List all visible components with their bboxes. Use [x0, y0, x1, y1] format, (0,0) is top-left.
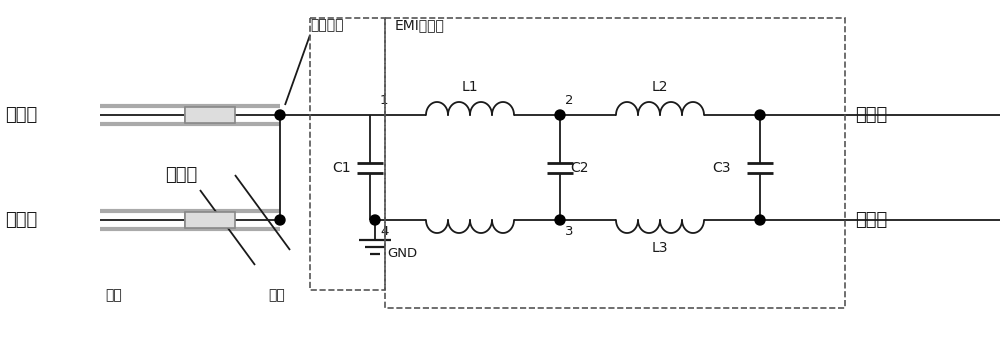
Bar	[385, 18, 845, 308]
Text: 1: 1	[380, 94, 388, 107]
Bar	[185, 107, 235, 123]
Circle shape	[275, 110, 285, 120]
Circle shape	[555, 215, 565, 225]
Text: 输出正: 输出正	[855, 106, 887, 124]
Text: 输入正: 输入正	[5, 106, 37, 124]
Text: L2: L2	[652, 80, 668, 94]
Text: GND: GND	[387, 247, 417, 260]
Text: 4: 4	[380, 225, 388, 238]
Text: 2: 2	[565, 94, 574, 107]
Circle shape	[755, 110, 765, 120]
Text: 金属外壳: 金属外壳	[310, 18, 344, 32]
Bar	[310, 18, 385, 290]
Text: 屏蔽层: 屏蔽层	[165, 166, 197, 184]
Text: EMI滤波器: EMI滤波器	[395, 18, 445, 32]
Text: C2: C2	[570, 161, 588, 175]
Text: 3: 3	[565, 225, 574, 238]
Text: C1: C1	[332, 161, 351, 175]
Text: 前端: 前端	[105, 288, 122, 302]
Circle shape	[370, 215, 380, 225]
Bar	[185, 212, 235, 228]
Text: L1: L1	[462, 80, 478, 94]
Circle shape	[755, 215, 765, 225]
Circle shape	[555, 110, 565, 120]
Text: 输出地: 输出地	[855, 211, 887, 229]
Text: L3: L3	[652, 241, 668, 255]
Text: 输入地: 输入地	[5, 211, 37, 229]
Circle shape	[275, 215, 285, 225]
Text: C3: C3	[712, 161, 730, 175]
Text: 末端: 末端	[268, 288, 285, 302]
